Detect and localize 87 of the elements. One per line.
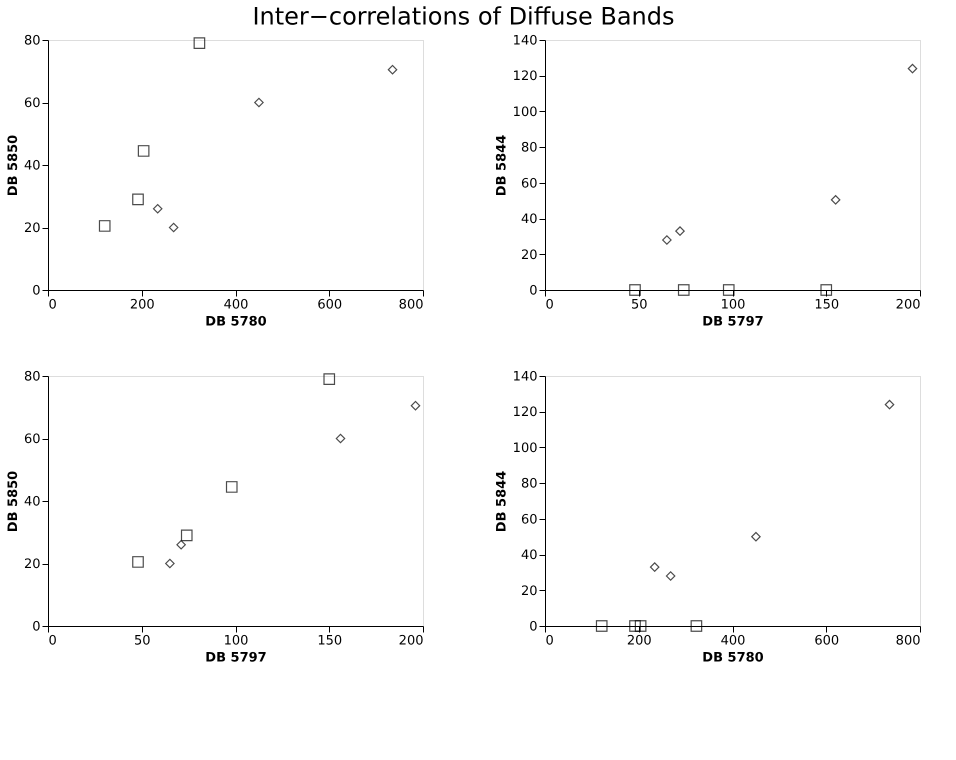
y-tick-label: 0	[529, 284, 538, 298]
y-tick-label: 60	[24, 96, 40, 111]
y-tick-label: 80	[520, 140, 538, 156]
y-tick-label: 20	[520, 248, 538, 263]
y-tick-label: 40	[24, 494, 40, 510]
y-tick-label: 20	[24, 557, 40, 572]
x-tick-label: 0	[546, 298, 554, 312]
y-axis-title: DB 5850	[6, 470, 21, 532]
point	[675, 226, 685, 236]
x-tick-label: 0	[48, 298, 57, 312]
x-tick-label: 150	[814, 298, 840, 312]
point	[634, 620, 646, 632]
point	[336, 434, 346, 444]
y-tick-label: 140	[512, 34, 538, 48]
y-tick-label: 60	[24, 432, 40, 447]
y-tick-label: 0	[32, 620, 40, 634]
point	[690, 620, 702, 632]
point	[226, 481, 238, 493]
y-tick-label: 120	[512, 69, 538, 84]
x-tick-label: 100	[720, 298, 746, 312]
y-tick-label: 120	[512, 405, 538, 420]
point	[176, 540, 186, 550]
y-tick-label: 100	[512, 104, 538, 120]
x-tick-label: 400	[720, 634, 746, 648]
x-tick-label: 150	[317, 634, 342, 648]
point	[194, 37, 206, 49]
y-tick-label: 40	[520, 212, 538, 228]
point	[165, 558, 175, 568]
y-tick-label: 20	[24, 221, 40, 236]
y-axis-title: DB 5844	[494, 134, 510, 196]
point	[629, 284, 641, 296]
x-axis-title: DB 5780	[702, 650, 764, 666]
y-tick-label: 80	[520, 476, 538, 492]
x-tick-label: 800	[398, 298, 424, 312]
y-tick-label: 40	[24, 158, 40, 174]
point	[152, 204, 162, 214]
x-tick-label: 200	[398, 634, 424, 648]
point	[138, 145, 150, 157]
chart-title: Inter−correlations of Diffuse Bands	[252, 2, 674, 30]
x-axis-title: DB 5780	[205, 314, 267, 330]
x-tick-label: 400	[224, 298, 248, 312]
point	[662, 235, 672, 245]
x-tick-label: 50	[134, 634, 151, 648]
x-tick-label: 0	[48, 634, 57, 648]
point	[820, 284, 832, 296]
point	[650, 562, 660, 572]
point	[884, 400, 894, 410]
point	[388, 64, 398, 74]
y-axis-title: DB 5844	[494, 470, 510, 532]
point	[666, 571, 676, 581]
x-axis-title: DB 5797	[205, 650, 267, 666]
point	[596, 620, 608, 632]
y-tick-label: 140	[512, 370, 538, 384]
y-tick-label: 0	[529, 620, 538, 634]
point	[629, 620, 641, 632]
y-tick-label: 100	[512, 440, 538, 456]
point	[830, 195, 840, 205]
point	[98, 220, 111, 232]
x-axis-title: DB 5797	[702, 314, 764, 330]
y-tick-label: 60	[520, 512, 538, 528]
x-tick-label: 200	[626, 634, 652, 648]
point	[722, 284, 735, 296]
y-tick-label: 20	[520, 584, 538, 599]
x-tick-label: 600	[317, 298, 342, 312]
y-tick-label: 80	[24, 34, 40, 48]
point	[132, 556, 144, 568]
x-tick-label: 600	[814, 634, 840, 648]
y-axis-title: DB 5850	[6, 134, 21, 196]
x-tick-label: 0	[546, 634, 554, 648]
point	[254, 98, 264, 108]
y-tick-label: 40	[520, 548, 538, 564]
x-tick-label: 200	[130, 298, 155, 312]
y-tick-label: 60	[520, 176, 538, 192]
point	[751, 532, 761, 542]
point	[132, 194, 144, 206]
point	[908, 64, 918, 74]
point	[323, 373, 336, 385]
point	[410, 400, 420, 410]
point	[180, 530, 193, 542]
y-tick-label: 80	[24, 370, 40, 384]
point	[168, 222, 178, 232]
x-tick-label: 800	[896, 634, 920, 648]
x-tick-label: 200	[896, 298, 920, 312]
x-tick-label: 50	[630, 298, 648, 312]
x-tick-label: 100	[224, 634, 248, 648]
point	[678, 284, 690, 296]
y-tick-label: 0	[32, 284, 40, 298]
